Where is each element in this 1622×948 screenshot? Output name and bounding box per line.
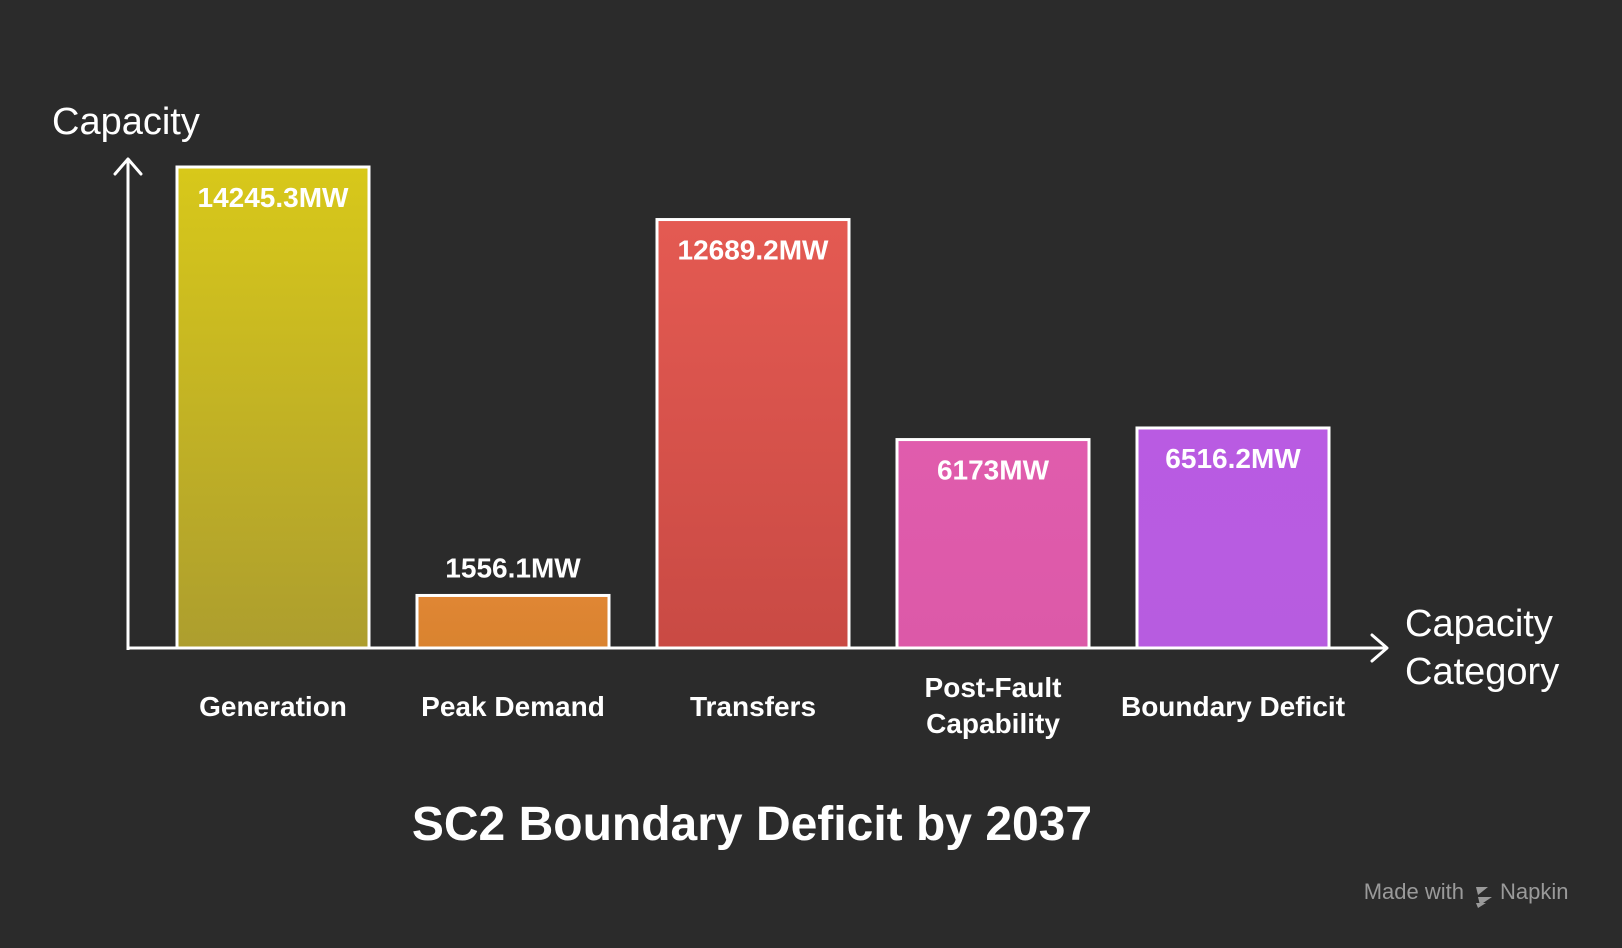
category-label-transfers: Transfers [690, 691, 816, 722]
x-axis-arrowhead [1370, 633, 1389, 663]
category-label-line: Capability [926, 708, 1060, 739]
y-axis-arrowhead [113, 157, 143, 176]
value-label-generation: 14245.3MW [198, 182, 350, 213]
category-label-post-fault-capability: Post-Fault Capability [925, 672, 1062, 739]
napkin-logo-icon [1476, 887, 1492, 908]
made-with-text: Made with [1364, 879, 1464, 904]
value-label-peak-demand: 1556.1MW [445, 552, 581, 583]
value-label-transfers: 12689.2MW [678, 235, 830, 266]
category-label-line: Peak Demand [421, 691, 605, 722]
x-axis-title-line-1: Capacity [1405, 603, 1553, 645]
bar-peak-demand [415, 593, 611, 650]
x-axis-title: Capacity Category [1405, 603, 1563, 693]
bar-post-fault-capability [895, 438, 1091, 650]
category-label-line: Post-Fault [925, 672, 1062, 703]
chart-title: SC2 Boundary Deficit by 2037 [412, 798, 1092, 851]
category-label-line: Generation [199, 691, 347, 722]
category-label-peak-demand: Peak Demand [421, 691, 605, 722]
category-label-line: Boundary Deficit [1121, 691, 1345, 722]
bar-series: 14245.3MW Generation 1556.1MW Peak Demand 12… [175, 165, 1345, 739]
value-label-boundary-deficit: 6516.2MW [1165, 443, 1301, 474]
napkin-brand-text: Napkin [1500, 879, 1568, 904]
category-label-boundary-deficit: Boundary Deficit [1121, 691, 1345, 722]
value-label-post-fault-capability: 6173MW [937, 455, 1050, 486]
category-label-line: Transfers [690, 691, 816, 722]
made-with-napkin-credit[interactable]: Made with Napkin [1364, 879, 1569, 908]
x-axis-title-line-2: Category [1405, 651, 1559, 693]
bar-transfers [655, 218, 851, 650]
category-label-generation: Generation [199, 691, 347, 722]
bar-boundary-deficit [1135, 426, 1331, 650]
bar-generation [175, 165, 371, 650]
y-axis-title: Capacity [52, 101, 200, 143]
